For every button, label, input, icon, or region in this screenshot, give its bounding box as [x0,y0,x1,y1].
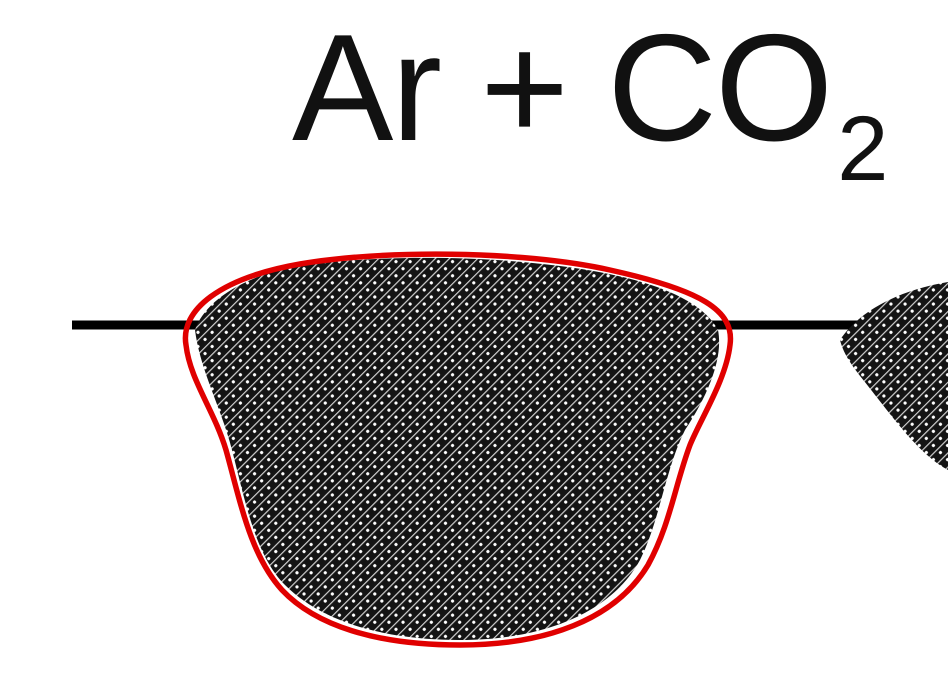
gas-mixture-main-text: Ar + CO [292,3,833,173]
weld-bead-primary [195,257,720,640]
weld-bead-secondary [840,282,948,470]
highlight-outline [182,251,734,648]
gas-mixture-label: Ar + CO2 [292,12,888,195]
gas-mixture-subscript: 2 [837,98,888,200]
